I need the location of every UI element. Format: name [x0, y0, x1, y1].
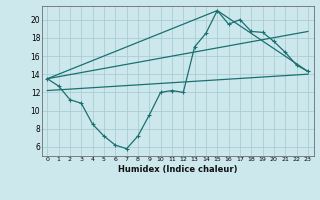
X-axis label: Humidex (Indice chaleur): Humidex (Indice chaleur) [118, 165, 237, 174]
